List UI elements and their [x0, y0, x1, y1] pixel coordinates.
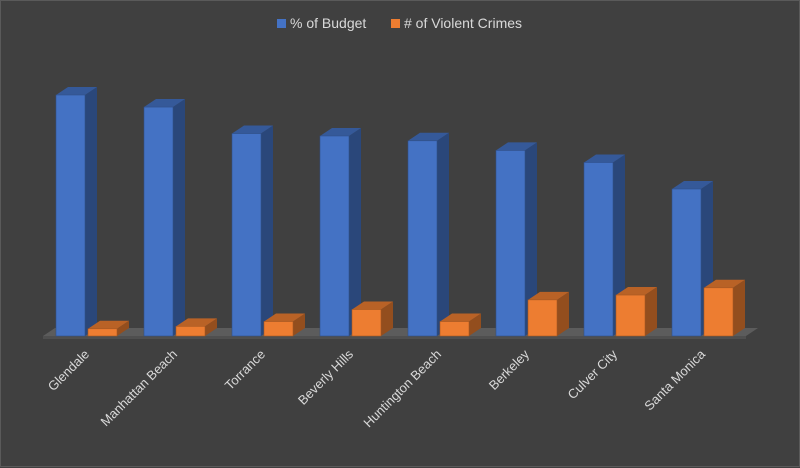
bars — [55, 87, 745, 337]
bar-crimes-3 — [351, 301, 393, 337]
bar-budget-7 — [671, 180, 713, 337]
x-axis-tick-labels: Glendale Manhattan Beach Torrance Beverly H… — [45, 346, 709, 430]
x-tick-label: Beverly Hills — [295, 346, 357, 408]
bar-crimes-6 — [615, 287, 657, 337]
bar-budget-0 — [55, 87, 97, 337]
bar-crimes-4 — [439, 313, 481, 337]
legend-swatch-crimes — [391, 19, 400, 28]
x-tick-label: Santa Monica — [641, 346, 708, 413]
chart-floor — [43, 328, 758, 339]
bar-crimes-7 — [703, 279, 745, 337]
x-tick-label: Manhattan Beach — [97, 347, 180, 430]
legend: % of Budget # of Violent Crimes — [277, 15, 522, 31]
legend-swatch-budget — [277, 19, 286, 28]
bar-budget-6 — [583, 154, 625, 337]
bar-budget-3 — [319, 127, 361, 337]
bar-crimes-1 — [175, 318, 217, 337]
bar-budget-5 — [495, 142, 537, 337]
x-tick-label: Torrance — [222, 347, 268, 393]
x-tick-label: Huntington Beach — [360, 347, 444, 431]
x-tick-label: Glendale — [45, 347, 92, 394]
bar-budget-1 — [143, 99, 185, 337]
legend-label-budget: % of Budget — [290, 15, 366, 31]
bar-budget-2 — [231, 125, 273, 337]
x-tick-label: Berkeley — [486, 346, 533, 393]
legend-label-crimes: # of Violent Crimes — [404, 15, 522, 31]
bar-crimes-2 — [263, 313, 305, 337]
bar-budget-4 — [407, 132, 449, 337]
bar-crimes-5 — [527, 291, 569, 337]
floor-edge — [43, 336, 746, 339]
bar-crimes-0 — [87, 320, 129, 337]
x-tick-label: Culver City — [565, 346, 621, 402]
floor-top — [43, 328, 758, 336]
